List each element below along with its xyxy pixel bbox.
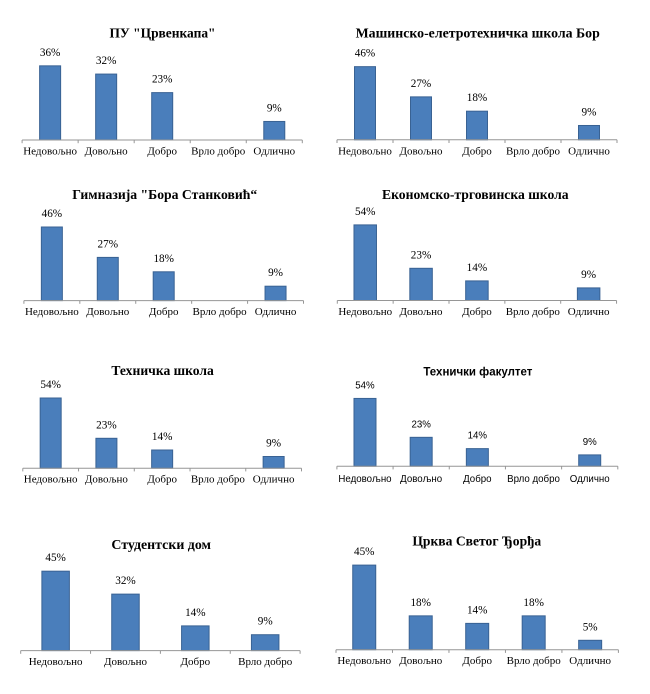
svg-text:Одлично: Одлично: [253, 146, 295, 158]
svg-text:18%: 18%: [410, 597, 431, 609]
svg-text:Одлично: Одлично: [568, 145, 610, 157]
svg-text:Недовољно: Недовољно: [23, 146, 77, 158]
svg-text:Врло добро: Врло добро: [191, 474, 246, 486]
svg-text:Недовољно: Недовољно: [25, 306, 79, 318]
svg-text:Одлично: Одлично: [253, 474, 295, 486]
svg-text:23%: 23%: [96, 419, 117, 431]
svg-text:Економско-трговинска школа: Економско-трговинска школа: [382, 187, 569, 202]
svg-text:Студентски дом: Студентски дом: [111, 538, 211, 553]
svg-text:Добро: Добро: [147, 146, 177, 158]
svg-text:9%: 9%: [266, 438, 281, 450]
svg-text:Добро: Добро: [462, 655, 492, 667]
svg-text:9%: 9%: [267, 102, 282, 114]
svg-text:9%: 9%: [581, 269, 596, 281]
svg-text:54%: 54%: [355, 206, 376, 218]
svg-text:Недовољно: Недовољно: [338, 145, 392, 157]
svg-text:18%: 18%: [523, 597, 544, 609]
svg-text:Одлично: Одлично: [568, 306, 610, 318]
svg-text:Недовољно: Недовољно: [337, 655, 391, 667]
svg-text:ПУ "Црвенкапа": ПУ "Црвенкапа": [109, 25, 215, 40]
svg-text:32%: 32%: [96, 55, 117, 67]
svg-text:45%: 45%: [354, 546, 375, 558]
svg-text:18%: 18%: [467, 92, 488, 104]
svg-text:46%: 46%: [355, 48, 376, 60]
svg-text:Довољно: Довољно: [400, 306, 444, 318]
svg-text:23%: 23%: [152, 74, 173, 86]
svg-text:Врло добро: Врло добро: [238, 656, 293, 668]
svg-text:Врло добро: Врло добро: [193, 306, 248, 318]
svg-text:Недовољно: Недовољно: [338, 474, 391, 485]
svg-text:9%: 9%: [268, 267, 283, 279]
svg-text:Довољно: Довољно: [399, 145, 443, 157]
svg-text:54%: 54%: [40, 379, 61, 391]
svg-text:Недовољно: Недовољно: [338, 306, 392, 318]
svg-text:36%: 36%: [40, 47, 61, 59]
svg-text:14%: 14%: [185, 607, 206, 619]
svg-text:Добро: Добро: [181, 656, 211, 668]
svg-text:Врло добро: Врло добро: [506, 145, 561, 157]
svg-text:Врло добро: Врло добро: [191, 146, 246, 158]
svg-text:27%: 27%: [98, 238, 119, 250]
svg-text:Машинско-елетротехничка школа: Машинско-елетротехничка школа Бор: [356, 26, 601, 41]
svg-text:Добро: Добро: [462, 306, 492, 318]
svg-text:27%: 27%: [411, 78, 432, 90]
svg-text:46%: 46%: [42, 208, 63, 220]
svg-text:Врло добро: Врло добро: [507, 474, 560, 485]
svg-text:Врло добро: Врло добро: [506, 306, 561, 318]
svg-text:Техничка школа: Техничка школа: [111, 363, 214, 378]
svg-text:Гимназија "Бора Станковић“: Гимназија "Бора Станковић“: [72, 187, 257, 202]
svg-text:14%: 14%: [467, 604, 488, 616]
svg-text:Добро: Добро: [462, 145, 492, 157]
svg-text:Довољно: Довољно: [85, 146, 129, 158]
svg-text:Добро: Добро: [149, 306, 179, 318]
svg-text:Црква Светог Ђорђа: Црква Светог Ђорђа: [412, 534, 541, 549]
svg-text:Довољно: Довољно: [86, 306, 130, 318]
svg-text:5%: 5%: [583, 621, 598, 633]
svg-text:Одлично: Одлично: [570, 474, 610, 485]
svg-text:32%: 32%: [115, 575, 136, 587]
svg-text:Добро: Добро: [147, 474, 177, 486]
svg-text:9%: 9%: [582, 106, 597, 118]
svg-text:Довољно: Довољно: [400, 474, 442, 485]
svg-text:54%: 54%: [355, 380, 375, 391]
svg-text:Довољно: Довољно: [399, 655, 443, 667]
svg-text:Недовољно: Недовољно: [24, 474, 78, 486]
svg-text:Одлично: Одлично: [255, 306, 297, 318]
svg-text:23%: 23%: [411, 249, 432, 261]
svg-text:14%: 14%: [152, 431, 173, 443]
svg-text:9%: 9%: [258, 616, 273, 628]
svg-text:23%: 23%: [411, 419, 431, 430]
svg-text:Одлично: Одлично: [569, 655, 611, 667]
svg-text:14%: 14%: [467, 262, 488, 274]
svg-text:9%: 9%: [583, 437, 597, 448]
svg-text:Врло добро: Врло добро: [507, 655, 562, 667]
svg-text:45%: 45%: [45, 552, 66, 564]
svg-text:Добро: Добро: [463, 474, 491, 485]
svg-text:Недовољно: Недовољно: [29, 656, 83, 668]
svg-text:Довољно: Довољно: [104, 656, 148, 668]
svg-text:14%: 14%: [468, 431, 488, 442]
svg-text:18%: 18%: [153, 253, 174, 265]
svg-text:Технички факултет: Технички факултет: [423, 366, 532, 378]
svg-text:Довољно: Довољно: [85, 474, 129, 486]
